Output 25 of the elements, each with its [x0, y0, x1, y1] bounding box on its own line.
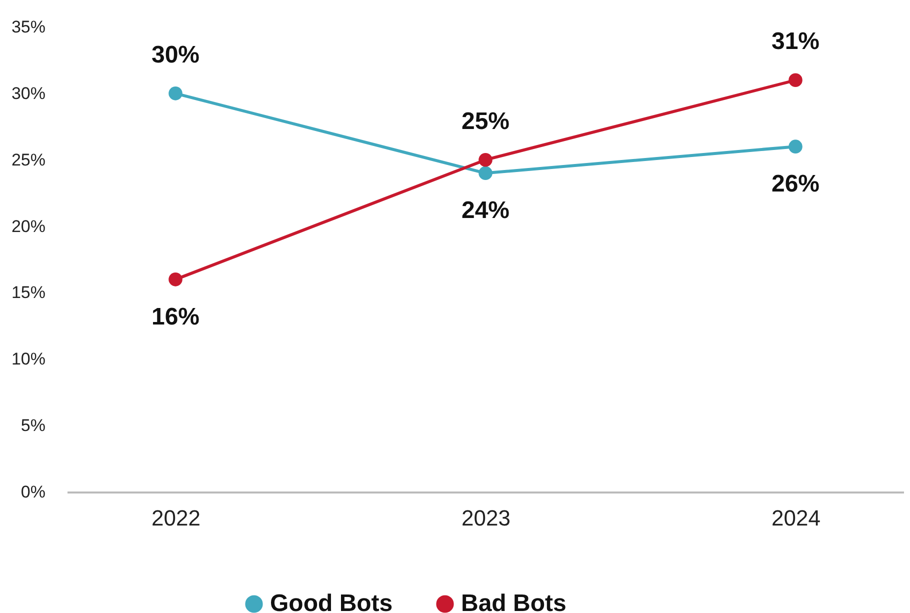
y-tick-label: 0% — [20, 482, 46, 502]
data-label: 31% — [771, 28, 820, 56]
point — [478, 166, 492, 180]
point — [478, 152, 492, 167]
point — [168, 272, 182, 286]
y-tick-label: 30% — [11, 84, 46, 103]
x-tick-label: 2024 — [772, 506, 820, 530]
y-tick-label: 25% — [11, 150, 46, 170]
data-label: 26% — [771, 170, 820, 198]
y-tick-label: 10% — [11, 350, 46, 369]
y-tick-label: 35% — [11, 18, 46, 36]
y-tick-label: 5% — [20, 416, 46, 436]
y-tick-label: 15% — [11, 283, 46, 302]
y-tick-label: 20% — [11, 216, 46, 236]
data-label: 30% — [151, 41, 200, 68]
x-tick-label: 2022 — [152, 506, 200, 530]
point — [788, 73, 802, 88]
point — [788, 140, 802, 154]
legend-label: Bad Bots — [461, 590, 566, 613]
x-tick-label: 2023 — [462, 506, 510, 530]
data-label: 24% — [461, 197, 510, 224]
point — [168, 86, 182, 100]
data-label: 25% — [461, 108, 510, 135]
legend-label: Good Bots — [270, 590, 393, 613]
data-label: 16% — [151, 303, 200, 330]
